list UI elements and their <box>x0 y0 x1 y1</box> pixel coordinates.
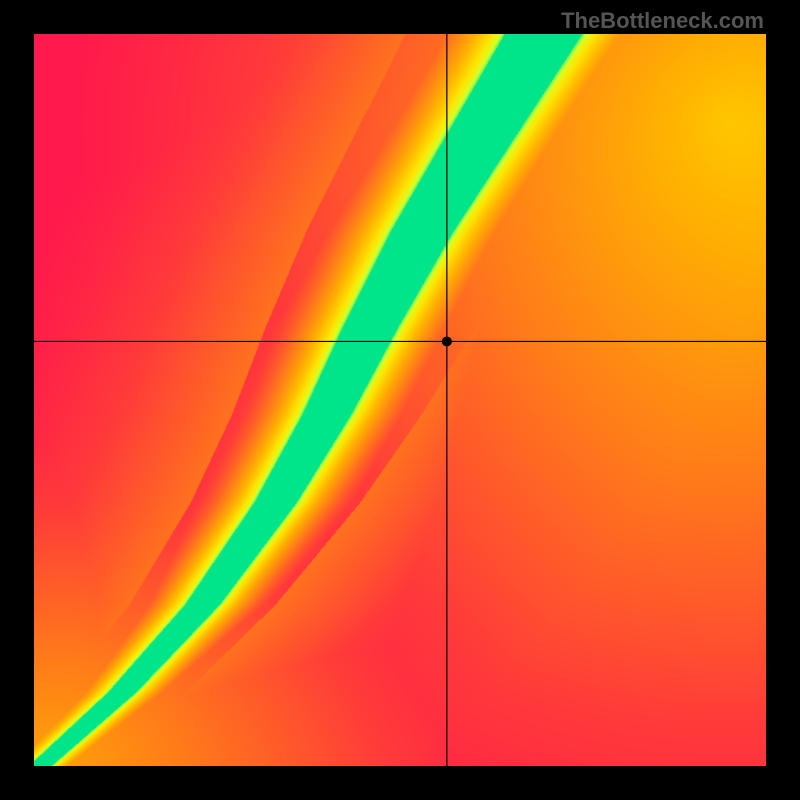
bottleneck-heatmap <box>34 34 766 766</box>
watermark-text: TheBottleneck.com <box>561 8 764 34</box>
chart-container: TheBottleneck.com <box>0 0 800 800</box>
